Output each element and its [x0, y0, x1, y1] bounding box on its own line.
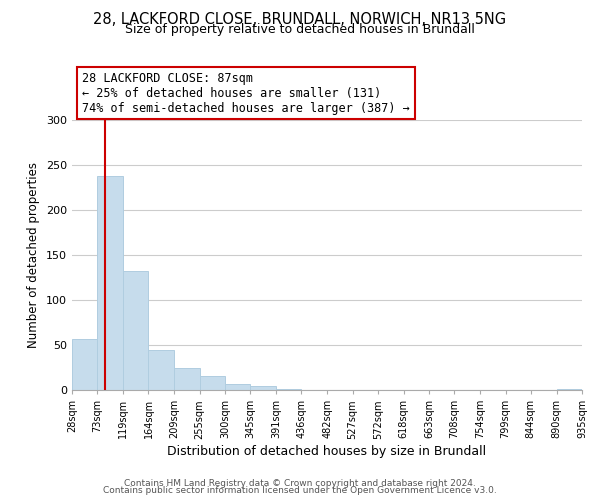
X-axis label: Distribution of detached houses by size in Brundall: Distribution of detached houses by size … — [167, 446, 487, 458]
Text: Size of property relative to detached houses in Brundall: Size of property relative to detached ho… — [125, 22, 475, 36]
Bar — [200, 376, 225, 390]
Bar — [72, 338, 97, 390]
Bar — [97, 176, 123, 390]
Bar — [276, 389, 301, 390]
Bar — [250, 386, 276, 390]
Bar — [148, 350, 174, 390]
Bar — [225, 384, 250, 390]
Text: Contains public sector information licensed under the Open Government Licence v3: Contains public sector information licen… — [103, 486, 497, 495]
Y-axis label: Number of detached properties: Number of detached properties — [28, 162, 40, 348]
Bar — [174, 368, 200, 390]
Bar — [557, 389, 582, 390]
Text: Contains HM Land Registry data © Crown copyright and database right 2024.: Contains HM Land Registry data © Crown c… — [124, 478, 476, 488]
Bar — [123, 271, 148, 390]
Text: 28, LACKFORD CLOSE, BRUNDALL, NORWICH, NR13 5NG: 28, LACKFORD CLOSE, BRUNDALL, NORWICH, N… — [94, 12, 506, 28]
Text: 28 LACKFORD CLOSE: 87sqm
← 25% of detached houses are smaller (131)
74% of semi-: 28 LACKFORD CLOSE: 87sqm ← 25% of detach… — [82, 72, 410, 114]
